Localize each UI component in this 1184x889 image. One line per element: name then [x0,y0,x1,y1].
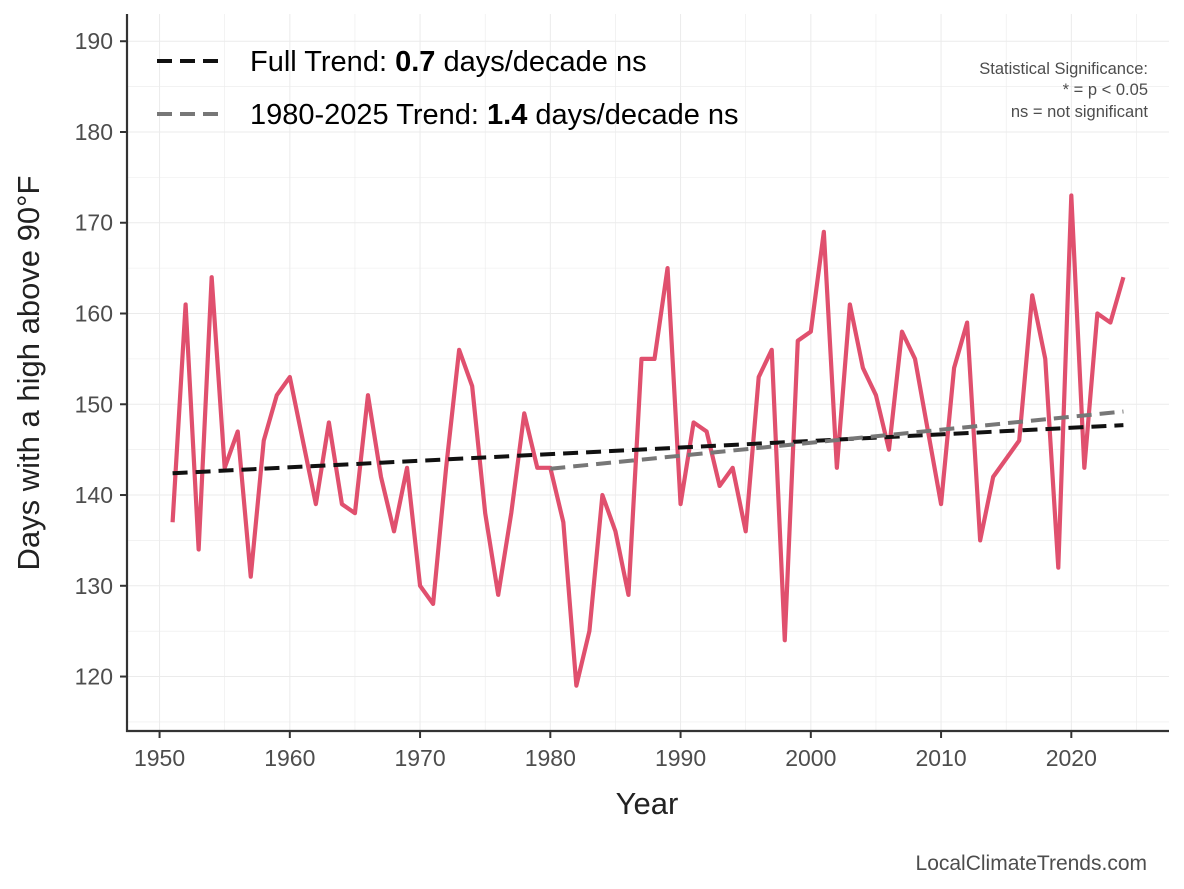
legend-label-full-trend: Full Trend: 0.7 days/decade ns [250,46,647,78]
y-tick-label: 140 [75,482,113,508]
legend-full-trend-name: Full Trend: [250,46,395,78]
series-lines [170,193,1126,688]
y-tick-label: 190 [75,28,113,54]
legend-label-recent-trend: 1980-2025 Trend: 1.4 days/decade ns [250,99,739,131]
legend-recent-trend-name: 1980-2025 Trend: [250,99,487,131]
legend-full-trend-unit: days/decade ns [435,46,646,78]
axes [125,14,1169,733]
y-tick-label: 160 [75,301,113,327]
x-tick-label: 2000 [785,745,836,771]
trend-line-full [172,423,1124,476]
legend-recent-trend-value: 1.4 [487,99,527,131]
y-tick-label: 170 [75,210,113,236]
significance-note-line-1: Statistical Significance: [979,60,1148,78]
y-tick-label: 120 [75,664,113,690]
legend: Full Trend: 0.7 days/decade ns 1980-2025… [157,46,739,131]
x-tick-label: 2010 [915,745,966,771]
x-tick-label: 2020 [1046,745,1097,771]
x-tick-label: 1970 [394,745,445,771]
y-tick-label: 180 [75,119,113,145]
source-credit: LocalClimateTrends.com [916,852,1147,875]
y-tick-label: 130 [75,573,113,599]
series-line-days-above-90 [170,193,1126,688]
trend-line-1980-2025 [550,409,1124,471]
tick-marks: 1950 1960 1970 1980 1990 2000 2010 2020 120 130 14… [75,28,1097,771]
x-tick-label: 1960 [264,745,315,771]
x-tick-label: 1980 [525,745,576,771]
legend-recent-trend-unit: days/decade ns [527,99,738,131]
y-axis-title: Days with a high above 90°F [11,176,46,571]
x-tick-label: 1990 [655,745,706,771]
y-tick-label: 150 [75,391,113,417]
x-axis-title: Year [616,786,679,821]
significance-note-line-3: ns = not significant [1011,103,1149,121]
significance-note-line-2: * = p < 0.05 [1063,81,1148,99]
x-tick-label: 1950 [134,745,185,771]
legend-full-trend-value: 0.7 [395,46,435,78]
significance-note: Statistical Significance: * = p < 0.05 n… [979,60,1148,121]
